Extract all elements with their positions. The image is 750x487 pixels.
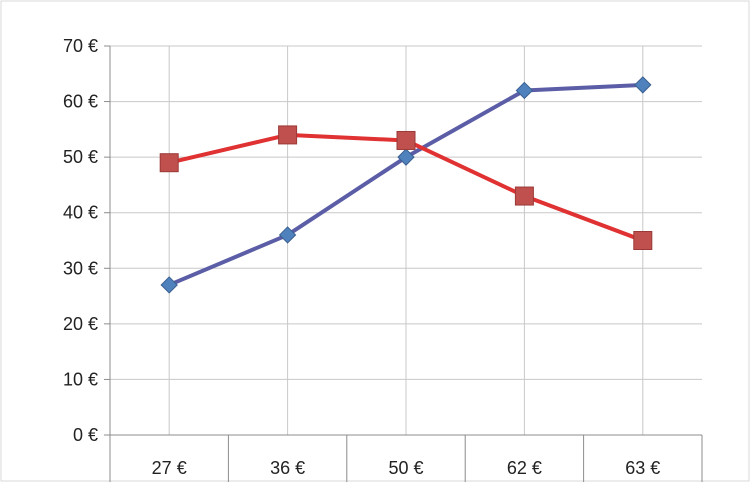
x-tick-label: 50 €	[388, 458, 423, 478]
data-point-diamond	[278, 226, 297, 244]
data-point-diamond	[160, 276, 178, 294]
y-tick-label: 70 €	[63, 36, 98, 56]
y-tick-label: 20 €	[63, 314, 98, 334]
y-tick-label: 0 €	[73, 425, 98, 445]
x-tick-label: 36 €	[270, 458, 305, 478]
data-point-square	[633, 231, 653, 250]
data-point-diamond	[397, 148, 415, 166]
x-tick-label: 63 €	[625, 458, 660, 478]
y-tick-label: 50 €	[63, 147, 98, 167]
data-point-diamond	[634, 76, 652, 94]
y-tick-label: 60 €	[63, 92, 98, 112]
tick-labels: 0 € 10 € 20 € 30 € 40 € 50 € 60 € 70 € 27 € 36 € 5…	[63, 36, 660, 478]
data-point-square	[159, 153, 179, 173]
y-tick-label: 30 €	[63, 258, 98, 278]
series	[159, 76, 653, 294]
data-point-square	[396, 130, 416, 150]
y-tick-label: 10 €	[63, 369, 98, 389]
data-point-square	[278, 125, 298, 145]
x-tick-label: 27 €	[152, 458, 187, 478]
data-point-square	[514, 186, 534, 206]
x-tick-label: 62 €	[507, 458, 542, 478]
axes	[104, 45, 703, 482]
y-tick-label: 40 €	[63, 203, 98, 223]
data-point-diamond	[515, 81, 534, 100]
